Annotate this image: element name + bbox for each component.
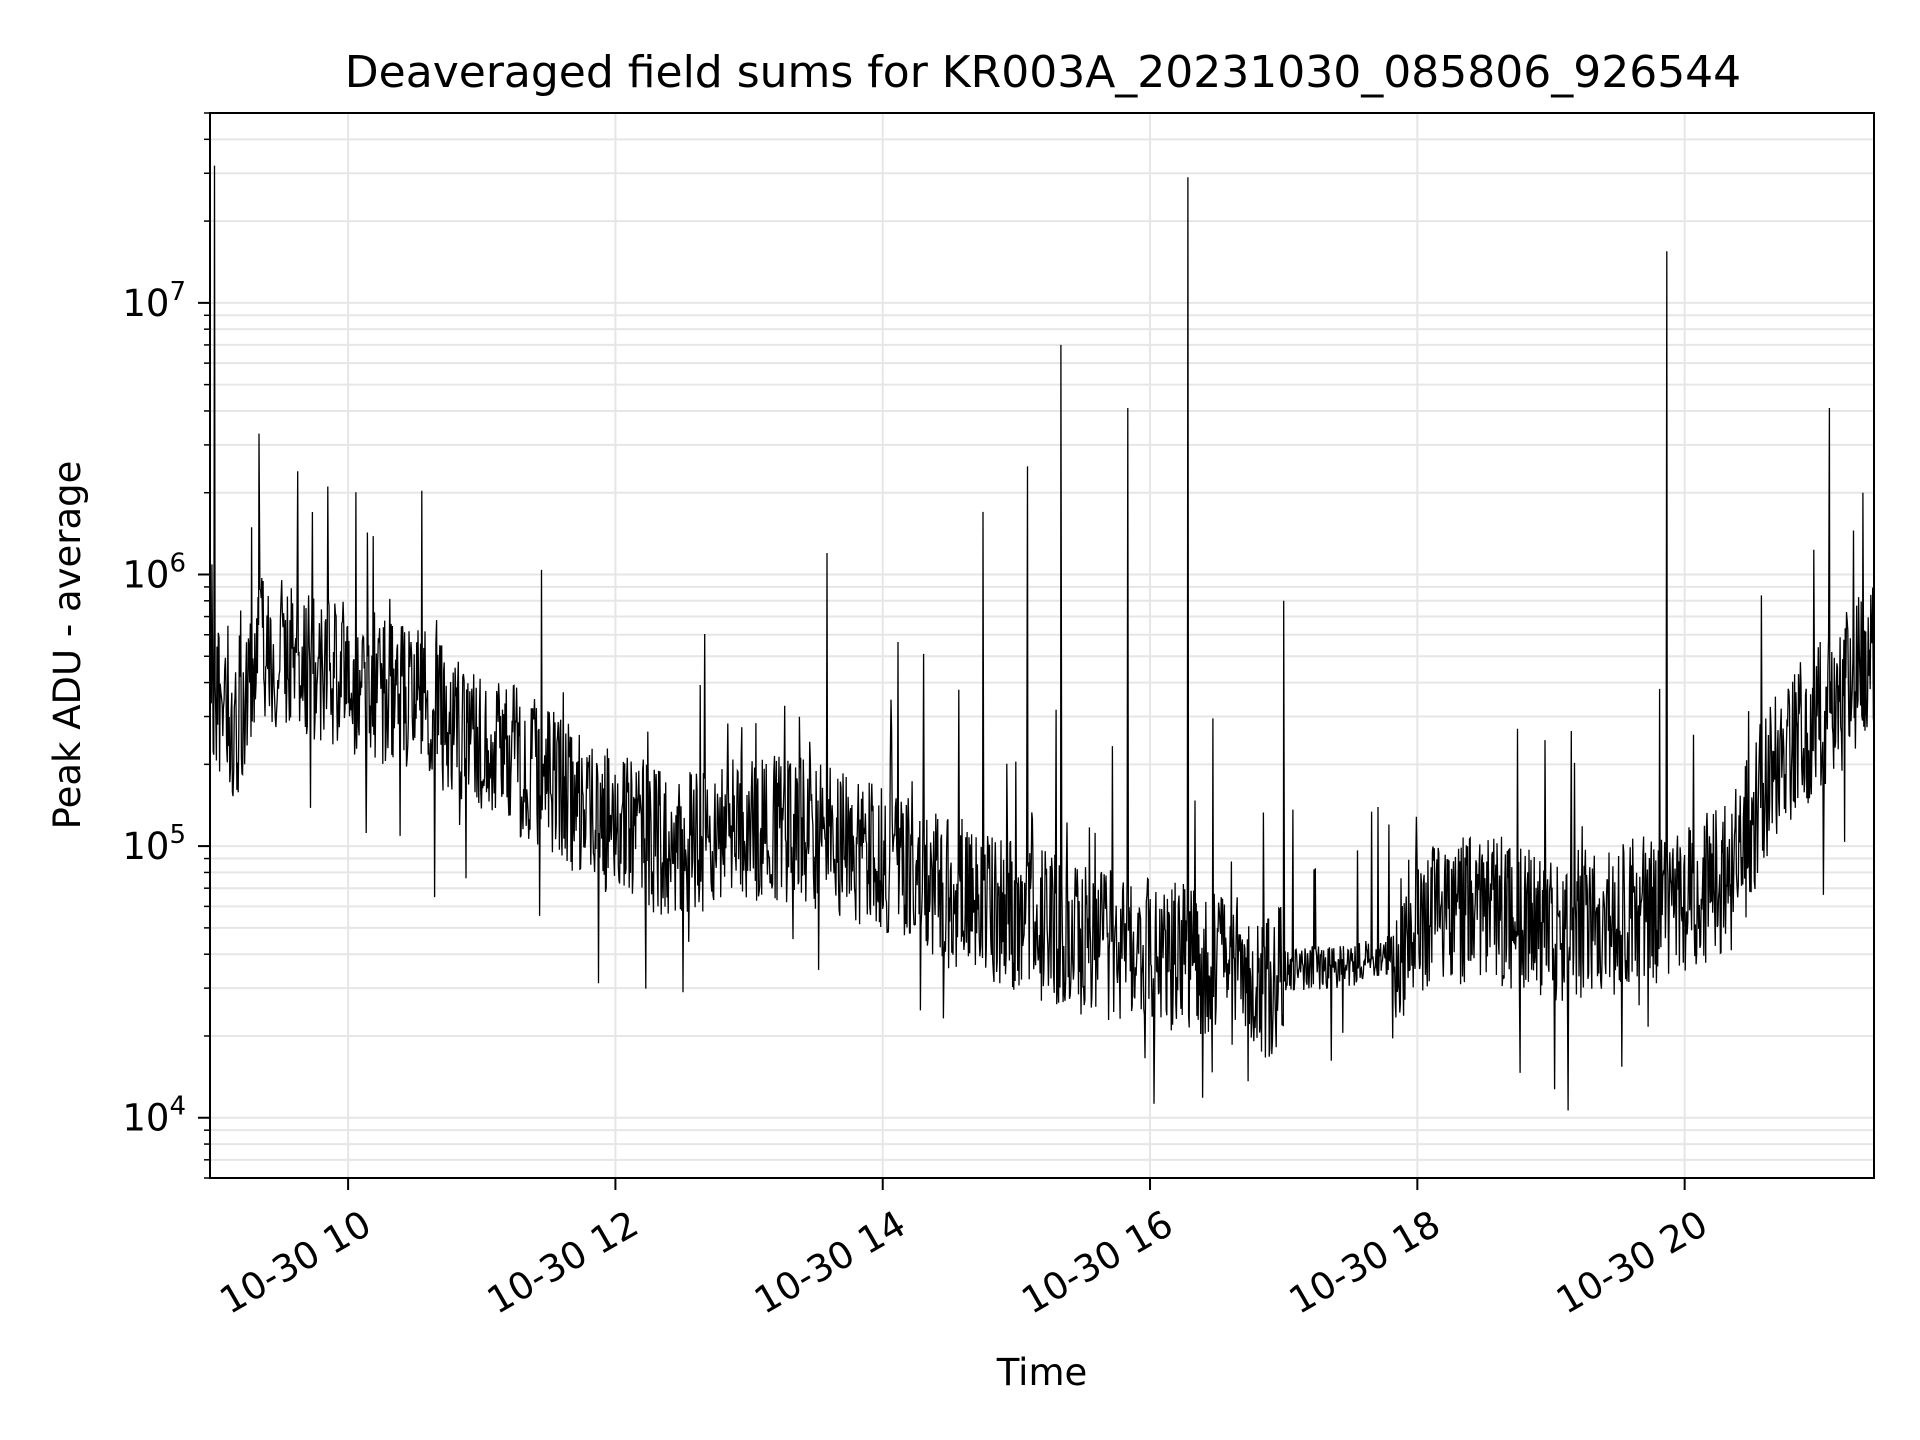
data-series-line bbox=[209, 165, 1875, 1111]
chart-title: Deaveraged field sums for KR003A_2023103… bbox=[345, 47, 1741, 98]
plot-data bbox=[209, 165, 1875, 1111]
plot-frame bbox=[209, 112, 1875, 1179]
x-axis-label: Time bbox=[996, 1351, 1088, 1394]
y-tick-label: 106 bbox=[122, 548, 186, 596]
y-axis-label: Peak ADU - average bbox=[46, 461, 89, 830]
y-tick-label: 105 bbox=[122, 820, 186, 868]
y-tick-label: 104 bbox=[122, 1092, 186, 1140]
y-tick-label: 107 bbox=[122, 277, 186, 325]
